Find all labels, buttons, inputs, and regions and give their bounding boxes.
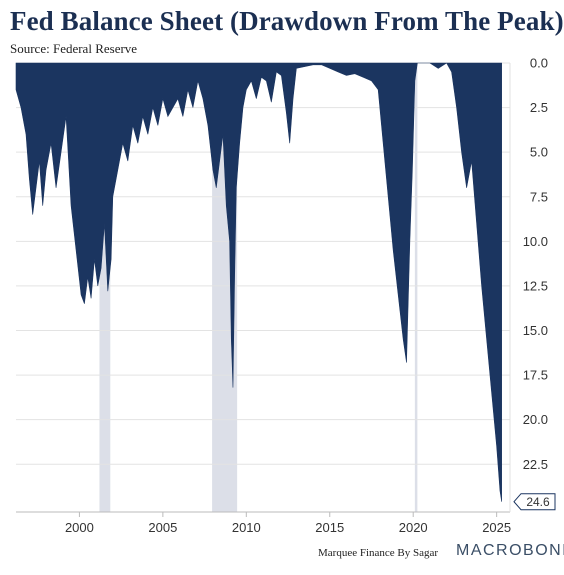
- macrobond-logo: MACROBOND: [456, 542, 564, 559]
- y-tick-label: 7.5: [530, 189, 548, 204]
- y-tick-label: 10.0: [523, 234, 548, 249]
- x-tick-label: 2025: [482, 520, 511, 535]
- y-tick-label: 5.0: [530, 145, 548, 160]
- footer-credit: Marquee Finance By Sagar: [318, 547, 439, 559]
- recession-band: [414, 63, 418, 512]
- y-tick-label: 2.5: [530, 100, 548, 115]
- y-tick-label: 12.5: [523, 278, 548, 293]
- last-value-label: 24.6: [526, 495, 550, 509]
- chart-source: Source: Federal Reserve: [10, 41, 138, 56]
- x-tick-label: 2015: [315, 520, 344, 535]
- x-tick-label: 2020: [399, 520, 428, 535]
- y-tick-label: 0.0: [530, 56, 548, 71]
- x-tick-label: 2010: [232, 520, 261, 535]
- recession-band: [99, 63, 111, 512]
- drawdown-area: [15, 62, 502, 502]
- last-value-callout: [513, 493, 556, 511]
- chart-title: Fed Balance Sheet (Drawdown From The Pea…: [10, 6, 564, 36]
- x-tick-label: 2000: [65, 520, 94, 535]
- y-tick-label: 22.5: [523, 457, 548, 472]
- y-tick-label: 15.0: [523, 323, 548, 338]
- x-tick-label: 2005: [148, 520, 177, 535]
- y-tick-label: 17.5: [523, 368, 548, 383]
- y-tick-label: 20.0: [523, 412, 548, 427]
